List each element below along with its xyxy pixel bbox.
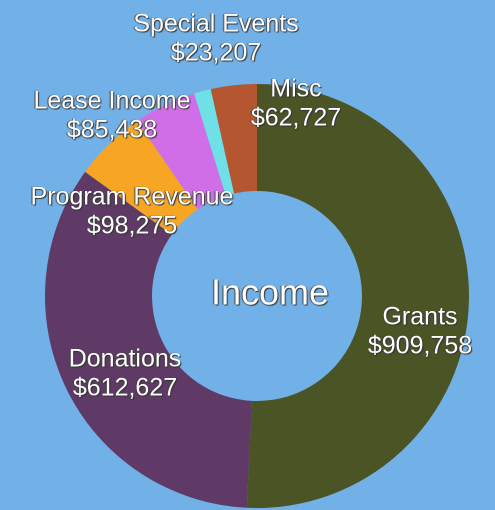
labels: Grants$909,758 Donations$612,627 Program R… xyxy=(31,10,473,402)
slice-name: Grants xyxy=(382,303,457,331)
slice-value: $909,758 xyxy=(368,332,472,360)
slice xyxy=(137,93,226,210)
slice-name: Misc xyxy=(270,75,321,103)
slice-value: $612,627 xyxy=(73,374,177,402)
slice xyxy=(246,84,469,508)
slice xyxy=(85,121,198,235)
slice-value: $62,727 xyxy=(251,104,341,132)
slice-name: Program Revenue xyxy=(31,183,234,211)
slice-name: Donations xyxy=(69,345,182,373)
slice-value: $98,275 xyxy=(87,212,177,240)
slice-value: $85,438 xyxy=(67,116,157,144)
slices xyxy=(44,84,469,508)
slice-name: Special Events xyxy=(133,10,298,38)
center-text: Income xyxy=(211,272,329,313)
slice-value: $23,207 xyxy=(171,39,261,67)
slice-name: Lease Income xyxy=(33,87,190,115)
slice xyxy=(210,84,257,194)
slice xyxy=(44,171,252,508)
slice xyxy=(194,89,235,196)
